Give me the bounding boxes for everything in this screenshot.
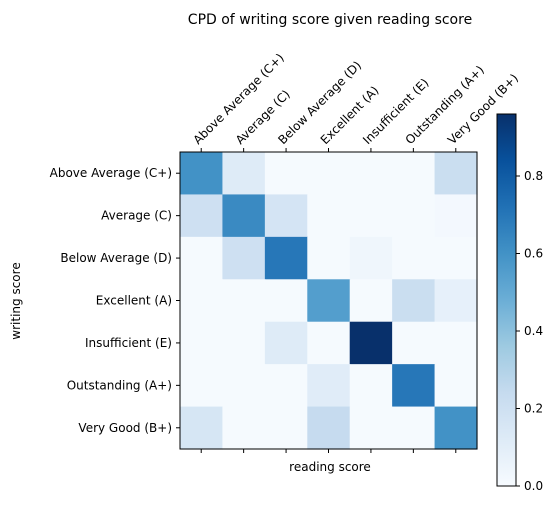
heatmap-cell — [392, 279, 436, 323]
heatmap-cell — [180, 406, 224, 450]
heatmap-cell — [392, 364, 436, 408]
heatmap-cell — [222, 279, 266, 323]
y-tick-label: Average (C) — [101, 209, 172, 223]
heatmap-cell — [264, 152, 308, 196]
heatmap-cell — [180, 236, 224, 280]
heatmap-cell — [307, 152, 351, 196]
colorbar — [496, 113, 517, 487]
heatmap-cell — [349, 194, 393, 238]
heatmap-cell — [307, 194, 351, 238]
heatmap-cells — [180, 152, 478, 450]
heatmap-cell — [180, 279, 224, 323]
heatmap-cell — [349, 236, 393, 280]
colorbar-tick-label: 0.4 — [524, 324, 543, 338]
heatmap-cell — [264, 321, 308, 365]
heatmap-cell — [222, 321, 266, 365]
heatmap-cell — [264, 236, 308, 280]
heatmap-cell — [392, 321, 436, 365]
heatmap-cell — [307, 321, 351, 365]
x-tick-label: Outstanding (A+) — [403, 63, 487, 147]
heatmap-cell — [264, 279, 308, 323]
heatmap-cell — [392, 194, 436, 238]
heatmap-cell — [222, 152, 266, 196]
heatmap-cell — [434, 321, 478, 365]
colorbar-ticks: 0.0 0.2 0.4 0.6 0.8 — [516, 169, 543, 493]
colorbar-tick-label: 0.2 — [524, 402, 543, 416]
heatmap-cell — [434, 236, 478, 280]
y-axis-ticks: Above Average (C+) Average (C) Below Avera… — [50, 166, 180, 435]
colorbar-tick-label: 0.6 — [524, 247, 543, 261]
y-tick-label: Excellent (A) — [96, 294, 172, 308]
heatmap-cell — [180, 364, 224, 408]
heatmap-cell — [180, 194, 224, 238]
heatmap-cell — [222, 194, 266, 238]
y-tick-label: Above Average (C+) — [50, 166, 172, 180]
heatmap-cell — [349, 279, 393, 323]
y-axis-label: writing score — [9, 262, 23, 339]
heatmap-cell — [392, 406, 436, 450]
heatmap-cell — [264, 364, 308, 408]
heatmap-cell — [392, 236, 436, 280]
heatmap-cell — [434, 194, 478, 238]
heatmap-cell — [222, 364, 266, 408]
heatmap-cell — [392, 152, 436, 196]
heatmap-cell — [307, 364, 351, 408]
y-tick-label: Outstanding (A+) — [67, 378, 172, 392]
colorbar-tick-label: 0.0 — [524, 479, 543, 493]
heatmap-cell — [264, 406, 308, 450]
heatmap-cell — [222, 236, 266, 280]
heatmap-cell — [434, 364, 478, 408]
heatmap-cell — [434, 152, 478, 196]
y-tick-label: Below Average (D) — [60, 251, 172, 265]
heatmap-cell — [307, 406, 351, 450]
heatmap-cell — [434, 279, 478, 323]
x-tick-label: Below Average (D) — [275, 58, 364, 147]
heatmap-cell — [264, 194, 308, 238]
heatmap-cell — [349, 364, 393, 408]
x-axis-label: reading score — [289, 460, 371, 474]
heatmap-cell — [180, 321, 224, 365]
y-tick-label: Very Good (B+) — [78, 421, 172, 435]
heatmap-cell — [349, 152, 393, 196]
heatmap-cell — [349, 321, 393, 365]
heatmap-cell — [434, 406, 478, 450]
heatmap-cell — [307, 279, 351, 323]
colorbar-tick-label: 0.8 — [524, 169, 543, 183]
heatmap-cell — [307, 236, 351, 280]
heatmap-cell — [222, 406, 266, 450]
chart-title: CPD of writing score given reading score — [188, 12, 472, 28]
heatmap-cell — [349, 406, 393, 450]
y-tick-label: Insufficient (E) — [85, 336, 172, 350]
heatmap-cell — [180, 152, 224, 196]
